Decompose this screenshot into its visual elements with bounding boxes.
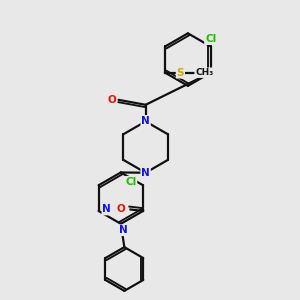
- Text: Cl: Cl: [125, 177, 136, 187]
- Text: N: N: [119, 225, 128, 235]
- Text: S: S: [177, 68, 184, 78]
- Text: CH₃: CH₃: [195, 68, 213, 77]
- Text: N: N: [141, 116, 150, 126]
- Text: O: O: [108, 95, 116, 105]
- Text: O: O: [117, 204, 126, 214]
- Text: N: N: [102, 205, 111, 214]
- Text: N: N: [141, 168, 150, 178]
- Text: Cl: Cl: [205, 34, 216, 44]
